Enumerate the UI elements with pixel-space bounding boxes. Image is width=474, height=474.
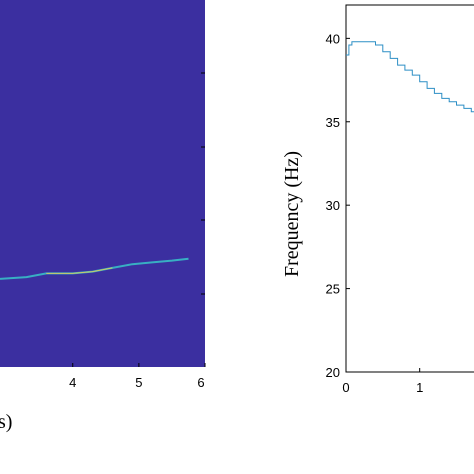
spectrogram-plot-area xyxy=(0,0,205,367)
frequency-y-tick-label: 20 xyxy=(326,365,340,380)
spectrogram-panel: 4 5 6 s) xyxy=(0,0,206,433)
frequency-y-axis-label: Frequency (Hz) xyxy=(281,151,303,277)
spectrogram-x-tick-label: 6 xyxy=(197,375,204,390)
spectrogram-x-tick-label: 4 xyxy=(69,375,76,390)
frequency-y-tick-label: 35 xyxy=(326,115,340,130)
frequency-y-tick-label: 25 xyxy=(326,282,340,297)
frequency-series-line xyxy=(346,41,474,113)
frequency-x-tick-label: 0 xyxy=(342,380,349,395)
frequency-y-tick-label: 30 xyxy=(326,198,340,213)
frequency-y-ticks: 20 25 30 35 40 xyxy=(326,31,350,380)
spectrogram-ridge-highlight xyxy=(46,267,113,274)
spectrogram-x-ticks: 4 5 6 xyxy=(69,72,206,390)
spectrogram-x-axis-label: s) xyxy=(0,411,12,433)
frequency-plot-frame xyxy=(345,4,474,373)
spectrogram-x-tick-label: 5 xyxy=(135,375,142,390)
frequency-x-tick-label: 1 xyxy=(416,380,423,395)
frequency-y-tick-label: 40 xyxy=(326,31,340,46)
